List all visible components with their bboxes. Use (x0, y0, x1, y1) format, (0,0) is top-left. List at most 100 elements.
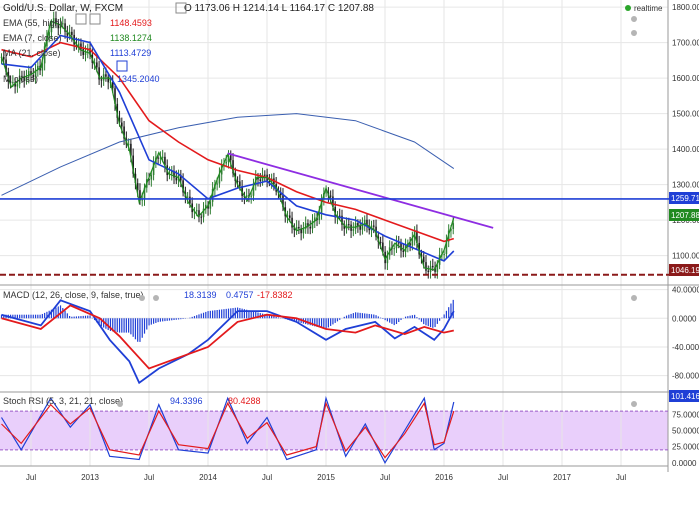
y-tick-label: 1600.00 (672, 74, 699, 83)
candle-body (82, 49, 85, 56)
candle-body (291, 217, 293, 228)
candle-body (77, 43, 80, 47)
macd-eye-icon[interactable] (139, 295, 145, 301)
candle-body (348, 224, 350, 226)
rsi-y-tick-label: 75.0000 (672, 410, 699, 419)
candle-body (359, 225, 361, 230)
y-tick-label: 1300.00 (672, 181, 699, 190)
candle-body (427, 270, 430, 272)
macd-signal-line (1, 304, 454, 370)
realtime-dot-icon (625, 5, 631, 11)
candle-body (182, 180, 184, 193)
y-tick-label: 1700.00 (672, 39, 699, 48)
candle-body (366, 219, 368, 227)
price-collapse-icon[interactable] (631, 16, 637, 22)
candle-body (175, 177, 178, 181)
macd-value-1: 18.3139 (184, 290, 217, 300)
candle-body (107, 76, 109, 83)
candle-body (250, 195, 252, 197)
candle-body (43, 46, 46, 64)
candle-body (105, 74, 107, 77)
candle-body (50, 22, 53, 33)
price-panel[interactable] (0, 0, 668, 284)
grid-lines (0, 0, 668, 466)
candle-body (5, 59, 7, 72)
candle-body (293, 227, 296, 231)
eye-icon[interactable] (75, 13, 87, 25)
candle-body (170, 170, 173, 174)
candle-body (363, 219, 366, 225)
price-series (0, 11, 494, 279)
ema55-value: 1148.4593 (110, 18, 152, 28)
candle-body (152, 162, 155, 175)
candle-body (59, 23, 62, 29)
candle-body (198, 210, 200, 217)
candle-body (195, 210, 198, 212)
settings-icon[interactable] (89, 13, 101, 25)
candle-body (37, 65, 39, 70)
macd-y-tick-label: 0.0000 (672, 314, 697, 323)
candle-body (73, 34, 75, 45)
candle-body (80, 43, 82, 50)
candle-body (259, 179, 262, 182)
candle-body (393, 248, 396, 250)
candle-body (150, 174, 153, 180)
candle-body (395, 242, 398, 249)
rsi-level-badge: 101.416 (669, 390, 699, 402)
candle-body (102, 74, 105, 81)
candle-body (32, 75, 35, 78)
candle-body (12, 82, 14, 84)
candle-body (98, 67, 100, 80)
candle-body (173, 170, 175, 178)
candle-body (64, 23, 66, 32)
candle-body (143, 187, 146, 199)
candle-body (52, 18, 55, 23)
x-tick-label: 2014 (199, 473, 217, 482)
candle-body (354, 223, 357, 229)
rsi-y-tick-label: 50.0000 (672, 426, 699, 435)
macd-label: MACD (12, 26, close, 9, false, true) (3, 290, 144, 300)
price-close-icon[interactable] (631, 30, 637, 36)
ma21-label: MA (21, close) (3, 48, 61, 58)
macd-collapse-icon[interactable] (631, 295, 637, 301)
rsi-eye-icon[interactable] (117, 401, 123, 407)
candle-body (245, 195, 248, 198)
candle-body (382, 242, 384, 252)
candle-body (68, 31, 71, 36)
candle-body (282, 195, 284, 208)
ema7-value: 1138.1274 (110, 33, 152, 43)
candle-body (411, 238, 414, 246)
candle-body (288, 215, 291, 218)
indicator-toggle-icon[interactable] (116, 60, 128, 72)
candle-body (352, 228, 355, 231)
candle-body (57, 23, 60, 29)
y-tick-label: 1500.00 (672, 110, 699, 119)
candle-body (264, 174, 266, 176)
candle-body (136, 183, 139, 191)
rsi-collapse-icon[interactable] (631, 401, 637, 407)
ema7-label: EMA (7, close) (3, 33, 62, 43)
ma21-line (1, 34, 455, 262)
macd-y-tick-label: -40.0000 (672, 343, 699, 352)
candle-body (121, 122, 123, 127)
candle-body (286, 215, 289, 217)
candle-body (338, 215, 341, 217)
candle-body (55, 18, 57, 24)
rsi-value-1: 94.3396 (170, 396, 203, 406)
macd-panel[interactable] (0, 285, 668, 391)
candle-body (345, 224, 348, 229)
x-tick-label: 2015 (317, 473, 335, 482)
level-low-badge: 1046.19 (669, 264, 699, 276)
candle-body (343, 224, 346, 229)
candle-body (48, 32, 50, 37)
candle-body (209, 201, 212, 209)
macd-series (0, 299, 455, 385)
settings-icon[interactable] (175, 2, 187, 14)
candle-body (71, 31, 73, 35)
candle-body (123, 126, 125, 139)
candle-body (409, 243, 411, 246)
macd-settings-icon[interactable] (153, 295, 159, 301)
candle-body (211, 188, 214, 202)
candle-body (400, 242, 402, 251)
